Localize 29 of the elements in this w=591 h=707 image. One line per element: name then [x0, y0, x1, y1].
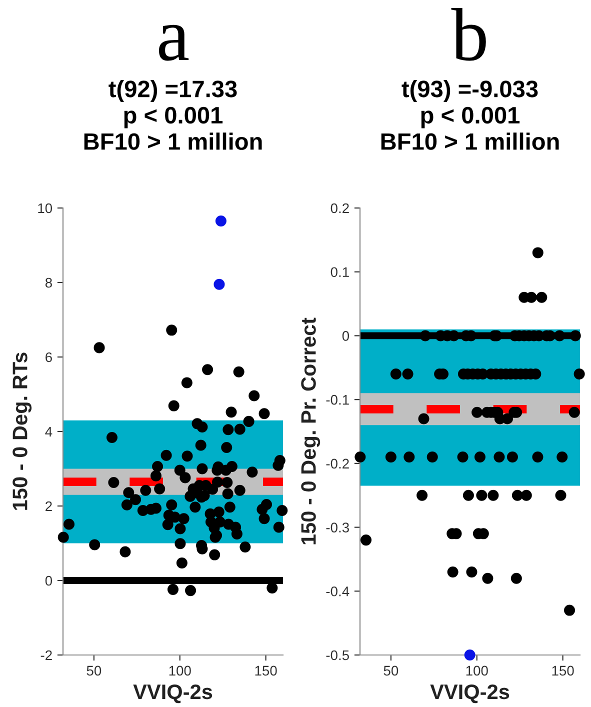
y-tick-label: 0.2 — [330, 203, 349, 214]
x-tick-label: 150 — [255, 666, 277, 676]
chart-subtitle: t(92) =17.33 p < 0.001 BF10 > 1 million — [84, 80, 262, 150]
chart-title: b — [451, 8, 486, 61]
x-tick-label: 100 — [169, 666, 191, 676]
y-tick-label: 4 — [45, 426, 52, 437]
y-tick-label: -0.3 — [326, 522, 349, 532]
x-tick-label: 50 — [384, 666, 398, 676]
y-tick-label: -0.4 — [326, 586, 350, 596]
chart-title: a — [158, 24, 189, 61]
x-axis-title: VVIQ-2s — [430, 684, 510, 704]
y-tick-label: -0.2 — [326, 458, 349, 469]
y-tick-label: 8 — [45, 278, 52, 288]
x-tick-label: 150 — [552, 666, 574, 676]
y-tick-label: 6 — [46, 352, 52, 362]
y-tick-label: 2 — [46, 501, 52, 512]
y-tick-label: 0 — [45, 576, 52, 586]
y-tick-label: 10 — [38, 203, 52, 214]
y-tick-label: -2 — [40, 650, 52, 660]
y-axis-title: 150 - 0 Deg. RTs — [12, 352, 32, 510]
x-tick-label: 50 — [86, 666, 102, 676]
x-tick-label: 100 — [466, 666, 488, 676]
y-tick-label: 0.1 — [330, 267, 349, 278]
chart-subtitle: t(93) =-9.033 p < 0.001 BF10 > 1 million — [381, 80, 559, 150]
y-tick-label: -0.5 — [326, 650, 350, 660]
y-axis-title: 150 - 0 Deg. Pr. Correct — [301, 318, 320, 544]
x-axis-title: VVIQ-2s — [133, 684, 212, 704]
y-tick-label: -0.1 — [326, 394, 349, 405]
y-tick-label: 0 — [342, 331, 350, 341]
